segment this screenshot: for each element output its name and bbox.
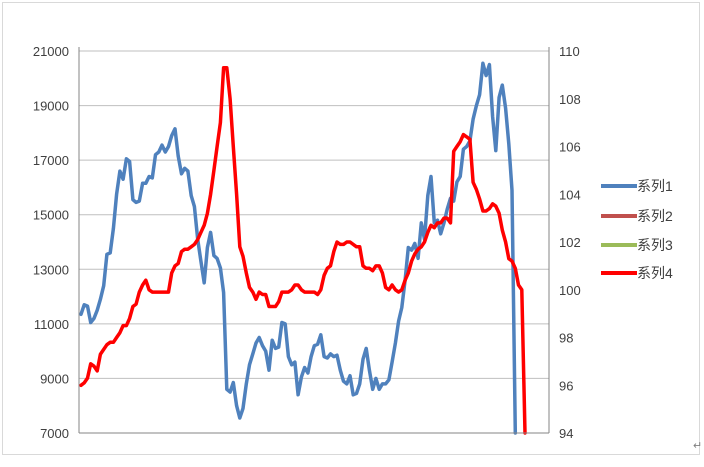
legend-label: 系列2 (637, 208, 673, 224)
left-tick-label: 19000 (33, 99, 69, 114)
left-tick-label: 11000 (34, 317, 69, 332)
left-tick-label: 13000 (33, 262, 69, 277)
right-tick-label: 100 (559, 283, 581, 298)
legend-item-3: 系列3 (601, 237, 673, 253)
legend-item-1: 系列1 (601, 178, 673, 194)
axes (78, 47, 550, 434)
left-tick-label: 9000 (40, 371, 69, 386)
legend-label: 系列3 (637, 237, 673, 253)
paragraph-mark: ↵ (693, 440, 703, 452)
right-tick-label: 110 (559, 44, 580, 59)
left-tick-label: 17000 (33, 153, 69, 168)
series-line-1 (79, 61, 518, 435)
right-tick-label: 98 (559, 331, 573, 346)
right-tick-label: 96 (559, 378, 573, 393)
legend-label: 系列4 (637, 265, 673, 281)
legend-item-4: 系列4 (601, 265, 673, 281)
series-line-4 (79, 65, 527, 435)
right-tick-label: 106 (559, 140, 581, 155)
legend-label: 系列1 (637, 178, 673, 194)
left-tick-label: 15000 (33, 208, 69, 223)
legend: 系列1 系列2 系列3 系列4 (601, 178, 673, 281)
left-tick-label: 7000 (40, 426, 69, 441)
series-lines (79, 61, 527, 435)
right-tick-label: 108 (559, 92, 581, 107)
right-tick-label: 94 (559, 426, 573, 441)
left-tick-label: 21000 (33, 44, 69, 59)
gridlines (79, 50, 549, 434)
left-axis-ticks: 21000 19000 17000 15000 13000 11000 9000 7000 (33, 44, 69, 441)
chart-frame: 21000 19000 17000 15000 13000 11000 9000 7000 1… (2, 2, 703, 455)
line-chart: 21000 19000 17000 15000 13000 11000 9000 7000 1… (33, 44, 673, 441)
right-axis-ticks: 110 108 106 104 102 100 98 96 94 (559, 44, 581, 441)
right-tick-label: 102 (559, 235, 581, 250)
legend-item-2: 系列2 (601, 208, 673, 224)
right-tick-label: 104 (559, 187, 581, 202)
